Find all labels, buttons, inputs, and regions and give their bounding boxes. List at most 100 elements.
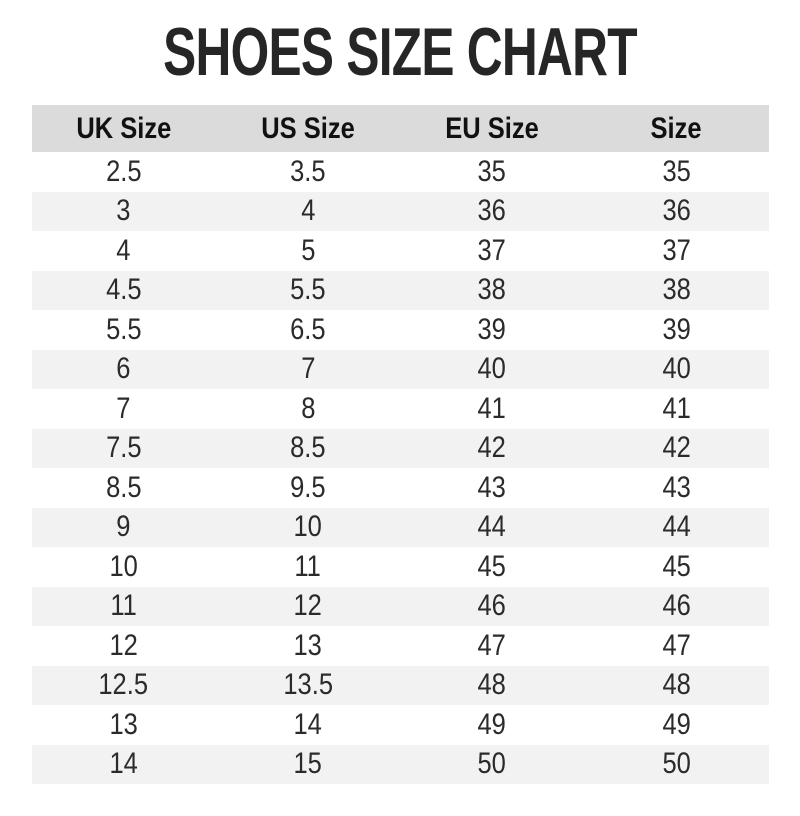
size-cell: 47 xyxy=(584,626,768,666)
size-cell: 3 xyxy=(32,192,216,232)
table-row: 12.5 13.5 48 48 xyxy=(31,665,769,706)
size-cell-value: 2.5 xyxy=(105,154,142,188)
size-cell: 14 xyxy=(32,745,216,785)
header-row: UK Size US Size EU Size Size xyxy=(31,105,769,152)
size-cell-value: 9 xyxy=(116,510,131,544)
size-cell-value: 40 xyxy=(662,352,691,386)
size-cell-value: 48 xyxy=(477,668,507,702)
size-cell-value: 47 xyxy=(477,628,507,662)
size-cell: 37 xyxy=(584,231,768,271)
table-row: 4.5 5.5 38 38 xyxy=(31,270,769,311)
size-cell: 13.5 xyxy=(216,666,400,706)
size-cell-value: 13 xyxy=(109,707,138,741)
column-header-label: Size xyxy=(650,111,702,145)
size-cell-value: 45 xyxy=(662,549,691,583)
column-header-label: US Size xyxy=(261,111,355,145)
size-cell: 49 xyxy=(400,705,584,745)
size-cell: 39 xyxy=(584,310,768,350)
size-cell-value: 39 xyxy=(662,312,691,346)
table-row: 3 4 36 36 xyxy=(31,191,769,232)
size-cell-value: 43 xyxy=(662,470,691,504)
table-row: 7.5 8.5 42 42 xyxy=(31,428,769,468)
size-cell-value: 41 xyxy=(662,391,691,425)
size-cell-value: 36 xyxy=(662,194,691,228)
size-cell: 40 xyxy=(584,350,768,390)
size-cell-value: 14 xyxy=(109,747,138,781)
size-cell-value: 10 xyxy=(293,510,323,544)
size-cell: 36 xyxy=(584,192,768,232)
size-cell: 44 xyxy=(584,508,768,548)
page-title: SHOES SIZE CHART xyxy=(163,14,637,90)
size-cell: 12 xyxy=(32,626,216,666)
size-cell: 15 xyxy=(216,745,400,785)
size-cell-value: 11 xyxy=(110,589,137,623)
size-cell-value: 5.5 xyxy=(290,273,326,307)
size-cell: 46 xyxy=(584,587,768,627)
size-cell: 8.5 xyxy=(32,468,216,508)
table-row: 12 13 47 47 xyxy=(32,626,769,666)
size-cell: 35 xyxy=(400,152,584,192)
column-header: EU Size xyxy=(400,105,585,152)
size-cell: 40 xyxy=(400,350,584,390)
size-cell: 38 xyxy=(400,271,584,311)
size-cell-value: 35 xyxy=(662,154,691,188)
table-row: 6 7 40 40 xyxy=(31,349,769,390)
table-row: 8.5 9.5 43 43 xyxy=(32,468,769,508)
size-cell-value: 38 xyxy=(477,273,507,307)
size-cell-value: 48 xyxy=(662,668,691,702)
size-cell-value: 40 xyxy=(477,352,507,386)
size-cell-value: 3 xyxy=(116,194,131,228)
size-cell: 5 xyxy=(216,231,400,271)
size-cell-value: 13 xyxy=(293,628,323,662)
size-cell: 49 xyxy=(584,705,768,745)
size-cell-value: 44 xyxy=(662,510,691,544)
size-cell: 43 xyxy=(400,468,584,508)
size-chart-table: UK Size US Size EU Size Size 2.5 3.5 35 35 3 4 36… xyxy=(31,105,769,785)
size-cell-value: 46 xyxy=(477,589,507,623)
column-header: US Size xyxy=(215,105,400,152)
size-cell: 48 xyxy=(584,666,768,706)
size-cell-value: 12 xyxy=(109,628,138,662)
size-cell: 48 xyxy=(400,666,584,706)
size-cell: 44 xyxy=(400,508,584,548)
size-cell: 8 xyxy=(216,389,400,429)
size-cell-value: 37 xyxy=(477,233,507,267)
size-cell: 47 xyxy=(400,626,584,666)
size-cell-value: 41 xyxy=(477,391,507,425)
size-cell: 10 xyxy=(216,508,400,548)
size-cell: 7 xyxy=(32,389,216,429)
size-cell: 9.5 xyxy=(216,468,400,508)
column-header-label: EU Size xyxy=(445,111,539,145)
size-cell: 43 xyxy=(584,468,768,508)
size-cell-value: 47 xyxy=(662,628,691,662)
size-cell: 36 xyxy=(400,192,584,232)
size-cell: 13 xyxy=(32,705,216,745)
size-cell: 45 xyxy=(584,547,768,587)
size-cell-value: 12 xyxy=(293,589,323,623)
column-header-label: UK Size xyxy=(76,111,172,145)
size-cell-value: 14 xyxy=(293,707,323,741)
size-cell-value: 9.5 xyxy=(290,470,326,504)
size-cell: 11 xyxy=(32,587,216,627)
size-cell: 3.5 xyxy=(216,152,400,192)
size-cell-value: 7 xyxy=(300,352,315,386)
size-cell-value: 42 xyxy=(477,431,507,465)
size-cell-value: 49 xyxy=(477,707,507,741)
size-cell: 14 xyxy=(216,705,400,745)
column-header: UK Size xyxy=(31,105,216,152)
size-cell: 7 xyxy=(216,350,400,390)
size-cell: 2.5 xyxy=(32,152,216,192)
size-cell-value: 15 xyxy=(293,747,323,781)
size-cell: 4 xyxy=(216,192,400,232)
size-cell: 35 xyxy=(584,152,768,192)
size-cell-value: 50 xyxy=(477,747,507,781)
size-cell: 6.5 xyxy=(216,310,400,350)
size-cell-value: 38 xyxy=(662,273,691,307)
size-cell: 50 xyxy=(400,745,584,785)
size-chart-header: UK Size US Size EU Size Size xyxy=(31,105,769,152)
table-row: 11 12 46 46 xyxy=(31,586,769,627)
size-cell: 5.5 xyxy=(216,271,400,311)
size-cell: 11 xyxy=(216,547,400,587)
size-cell-value: 37 xyxy=(662,233,691,267)
size-cell-value: 5.5 xyxy=(105,312,142,346)
